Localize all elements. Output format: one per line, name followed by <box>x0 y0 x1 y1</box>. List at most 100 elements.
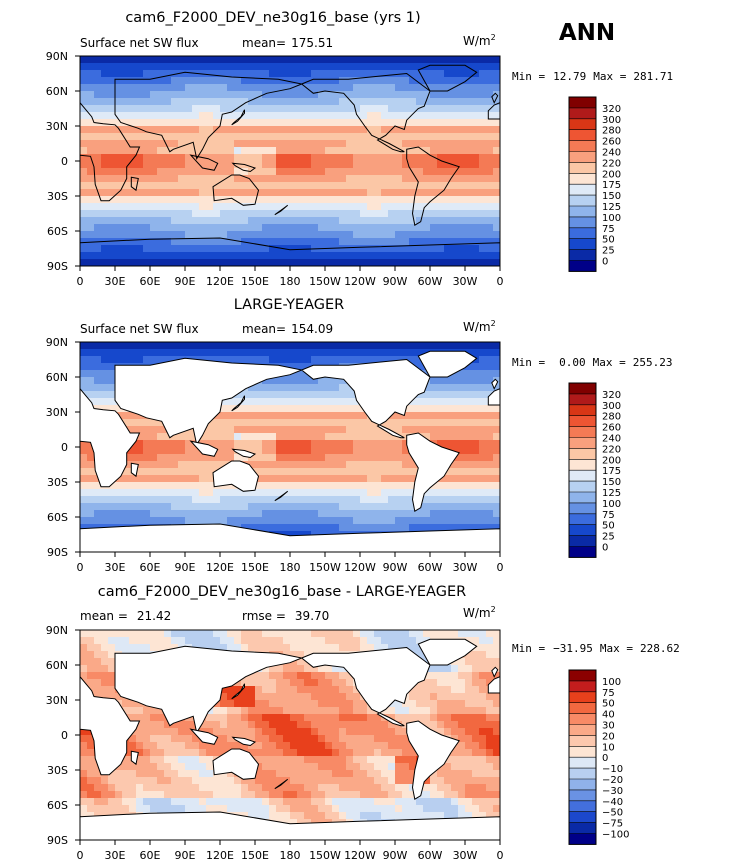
heatmap-cell <box>395 517 403 525</box>
heatmap-cell <box>430 426 438 434</box>
heatmap-cell <box>185 161 193 169</box>
heatmap-cell <box>171 468 179 476</box>
heatmap-cell <box>234 84 242 92</box>
heatmap-cell <box>388 182 396 190</box>
heatmap-cell <box>486 412 494 420</box>
heatmap-cell <box>276 84 284 92</box>
heatmap-cell <box>276 384 284 392</box>
heatmap-cell <box>262 510 270 518</box>
heatmap-cell <box>430 524 438 532</box>
heatmap-cell <box>297 119 305 127</box>
heatmap-cell <box>234 259 242 266</box>
heatmap-cell <box>297 524 305 532</box>
heatmap-cell <box>101 168 109 176</box>
heatmap-cell <box>94 637 102 645</box>
heatmap-cell <box>304 84 312 92</box>
heatmap-cell <box>304 672 312 680</box>
heatmap-cell <box>122 342 130 350</box>
heatmap-cell <box>458 126 466 134</box>
heatmap-cell <box>451 700 459 708</box>
heatmap-cell <box>234 224 242 232</box>
heatmap-cell <box>122 84 130 92</box>
heatmap-cell <box>136 447 144 455</box>
heatmap-cell <box>479 433 487 441</box>
heatmap-cell <box>465 440 473 448</box>
heatmap-cell <box>332 133 340 141</box>
heatmap-cell <box>479 56 487 64</box>
heatmap-cell <box>318 503 326 511</box>
heatmap-cell <box>395 196 403 204</box>
heatmap-cell <box>178 496 186 504</box>
heatmap-cell <box>346 77 354 85</box>
heatmap-cell <box>143 105 151 113</box>
heatmap-cell <box>304 224 312 232</box>
heatmap-cell <box>136 468 144 476</box>
heatmap-cell <box>437 112 445 120</box>
heatmap-cell <box>255 98 263 106</box>
heatmap-cell <box>241 168 249 176</box>
heatmap-cell <box>367 217 375 225</box>
heatmap-cell <box>108 210 116 218</box>
heatmap-cell <box>346 735 354 743</box>
heatmap-cell <box>213 217 221 225</box>
heatmap-cell <box>381 342 389 350</box>
heatmap-cell <box>255 133 263 141</box>
heatmap-cell <box>332 461 340 469</box>
heatmap-cell <box>241 517 249 525</box>
heatmap-cell <box>262 454 270 462</box>
heatmap-cell <box>178 728 186 736</box>
heatmap-cell <box>409 224 417 232</box>
heatmap-cell <box>276 56 284 64</box>
heatmap-cell <box>472 70 480 78</box>
heatmap-cell <box>486 196 494 204</box>
heatmap-cell <box>416 119 424 127</box>
colorbar-swatch <box>569 481 596 493</box>
heatmap-cell <box>339 433 347 441</box>
heatmap-cell <box>255 735 263 743</box>
heatmap-cell <box>255 426 263 434</box>
heatmap-cell <box>262 126 270 134</box>
heatmap-cell <box>430 70 438 78</box>
heatmap-cell <box>150 503 158 511</box>
heatmap-cell <box>311 252 319 260</box>
heatmap-cell <box>199 63 207 71</box>
heatmap-cell <box>192 630 200 638</box>
heatmap-cell <box>297 133 305 141</box>
heatmap-cell <box>262 700 270 708</box>
heatmap-cell <box>353 714 361 722</box>
heatmap-cell <box>269 426 277 434</box>
heatmap-cell <box>332 105 340 113</box>
heatmap-cell <box>248 637 256 645</box>
heatmap-cell <box>283 679 291 687</box>
heatmap-cell <box>164 721 172 729</box>
heatmap-cell <box>297 496 305 504</box>
heatmap-cell <box>416 56 424 64</box>
heatmap-cell <box>325 140 333 148</box>
heatmap-cell <box>262 742 270 750</box>
heatmap-cell <box>304 412 312 420</box>
heatmap-cell <box>283 405 291 413</box>
heatmap-cell <box>80 252 88 260</box>
heatmap-cell <box>318 433 326 441</box>
heatmap-cell <box>486 203 494 211</box>
heatmap-cell <box>388 112 396 120</box>
heatmap-cell <box>444 721 452 729</box>
heatmap-cell <box>199 630 207 638</box>
heatmap-cell <box>458 721 466 729</box>
heatmap-cell <box>311 175 319 183</box>
heatmap-cell <box>360 182 368 190</box>
heatmap-cell <box>465 77 473 85</box>
heatmap-cell <box>115 203 123 211</box>
heatmap-cell <box>185 154 193 162</box>
heatmap-cell <box>87 210 95 218</box>
heatmap-cell <box>479 105 487 113</box>
heatmap-cell <box>129 342 137 350</box>
heatmap-cell <box>248 672 256 680</box>
heatmap-cell <box>325 700 333 708</box>
heatmap-cell <box>283 140 291 148</box>
heatmap-cell <box>346 349 354 357</box>
heatmap-cell <box>255 224 263 232</box>
heatmap-cell <box>388 245 396 253</box>
heatmap-cell <box>458 84 466 92</box>
heatmap-cell <box>444 426 452 434</box>
